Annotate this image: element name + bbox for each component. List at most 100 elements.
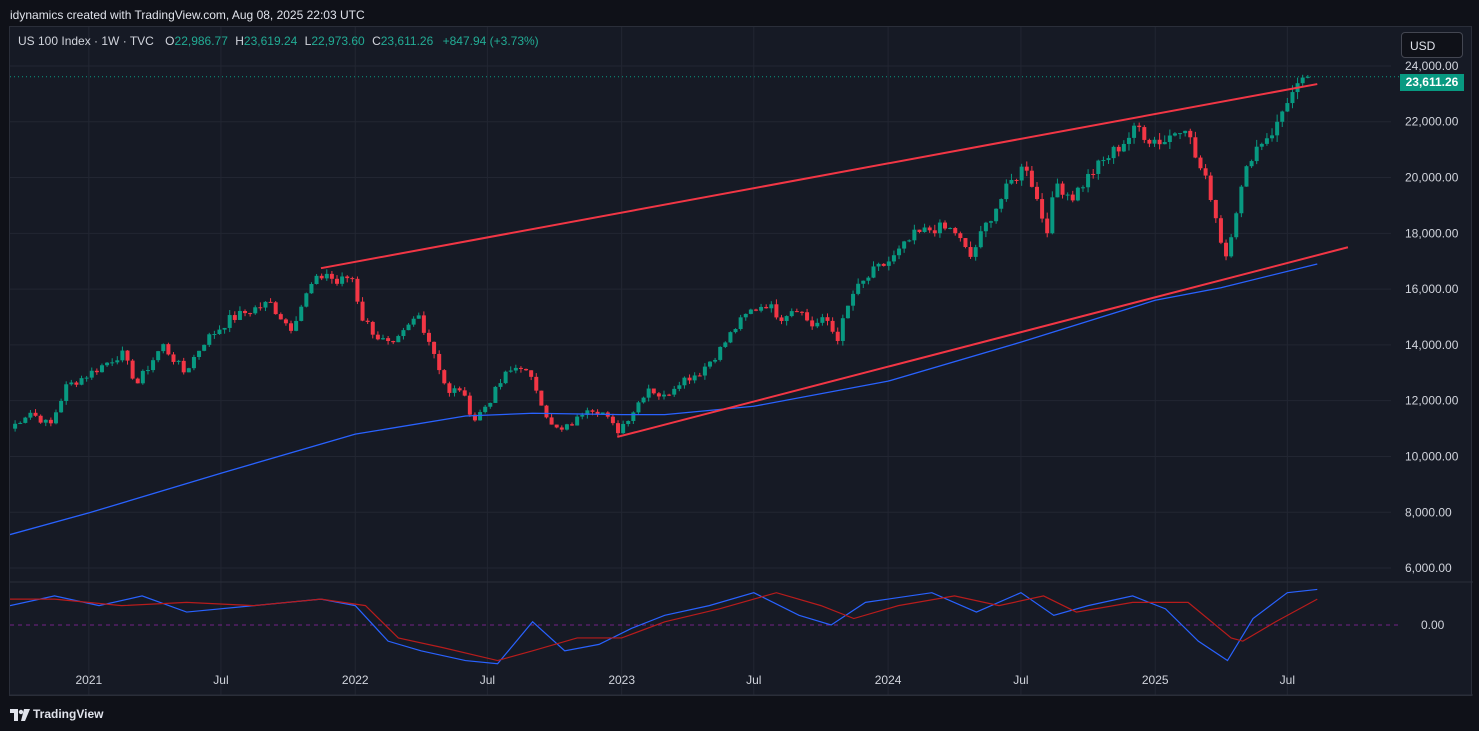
candle-body bbox=[886, 261, 891, 266]
candle-body bbox=[774, 304, 779, 318]
candle-body bbox=[524, 368, 529, 371]
candle-body bbox=[421, 315, 426, 333]
candle-body bbox=[110, 362, 115, 364]
candle-body bbox=[779, 317, 784, 321]
candle-body bbox=[799, 311, 804, 313]
candle-body bbox=[335, 278, 340, 284]
currency-button[interactable]: USD bbox=[1401, 32, 1463, 58]
candle-body bbox=[845, 305, 850, 319]
candle-body bbox=[595, 411, 600, 415]
candle-body bbox=[105, 362, 110, 366]
candle-body bbox=[539, 390, 544, 406]
candle-body bbox=[810, 320, 815, 327]
candle-body bbox=[437, 353, 442, 371]
brand-name[interactable]: TradingView bbox=[33, 707, 104, 721]
candle-body bbox=[38, 415, 43, 423]
candle-body bbox=[1270, 135, 1275, 139]
candle-body bbox=[89, 370, 94, 378]
candle-body bbox=[677, 385, 682, 389]
candle-body bbox=[1116, 146, 1121, 152]
candle-body bbox=[575, 416, 580, 426]
candle-body bbox=[656, 393, 661, 397]
candle-body bbox=[805, 312, 810, 321]
candle-body bbox=[1224, 242, 1229, 257]
candle-body bbox=[948, 228, 953, 230]
candle-body bbox=[753, 309, 758, 311]
candle-body bbox=[943, 222, 948, 229]
candle-body bbox=[718, 346, 723, 360]
candle-body bbox=[1091, 173, 1096, 175]
candle-body bbox=[365, 320, 370, 322]
candle-body bbox=[462, 390, 467, 396]
candle-body bbox=[1172, 133, 1177, 136]
candle-body bbox=[1137, 125, 1142, 128]
candle-body bbox=[212, 334, 217, 336]
open-value: 22,986.77 bbox=[174, 34, 228, 48]
candle-body bbox=[646, 388, 651, 398]
upper-trendline bbox=[320, 83, 1318, 270]
candle-body bbox=[1178, 133, 1183, 135]
candle-body bbox=[610, 416, 615, 424]
candle-body bbox=[651, 388, 656, 394]
candle-body bbox=[1193, 137, 1198, 158]
candle-body bbox=[1162, 142, 1167, 145]
candle-body bbox=[43, 419, 48, 423]
candle-body bbox=[483, 406, 488, 413]
candle-body bbox=[1080, 187, 1085, 189]
candle-body bbox=[503, 371, 508, 384]
candle-body bbox=[171, 354, 176, 362]
candle-body bbox=[283, 319, 288, 324]
snapshot-caption: idynamics created with TradingView.com, … bbox=[10, 8, 365, 22]
candle-body bbox=[396, 336, 401, 343]
candle-body bbox=[544, 405, 549, 418]
candle-body bbox=[478, 412, 483, 421]
candle-body bbox=[488, 402, 493, 407]
candle-body bbox=[1152, 139, 1157, 144]
candle-body bbox=[641, 397, 646, 403]
candle-body bbox=[217, 329, 222, 335]
candle-body bbox=[375, 334, 380, 340]
candle-body bbox=[401, 330, 406, 337]
candle-body bbox=[508, 370, 513, 372]
candle-body bbox=[467, 395, 472, 415]
candle-body bbox=[866, 277, 871, 281]
high-value: 23,619.24 bbox=[243, 34, 298, 48]
tradingview-logo-icon[interactable] bbox=[10, 709, 32, 721]
candle-body bbox=[1275, 121, 1280, 136]
candle-body bbox=[289, 323, 294, 331]
candle-body bbox=[1188, 130, 1193, 138]
candle-body bbox=[1034, 186, 1039, 200]
price-axis-label: 22,000.00 bbox=[1405, 115, 1459, 129]
candle-body bbox=[1101, 160, 1106, 162]
last-price-tag: 23,611.26 bbox=[1400, 74, 1464, 91]
candle-body bbox=[621, 423, 626, 434]
candle-body bbox=[350, 278, 355, 280]
candle-body bbox=[94, 370, 99, 373]
candle-body bbox=[851, 293, 856, 306]
candle-body bbox=[432, 341, 437, 354]
price-axis-label: 18,000.00 bbox=[1405, 226, 1459, 240]
candle-body bbox=[227, 315, 232, 328]
candle-body bbox=[917, 229, 922, 233]
candle-body bbox=[999, 199, 1004, 209]
candle-body bbox=[1305, 76, 1310, 78]
price-chart[interactable]: 24,000.00 22,000.00 20,000.00 18,000.00 16,0… bbox=[10, 27, 1473, 697]
candle-body bbox=[662, 394, 667, 397]
candle-body bbox=[176, 360, 181, 362]
candle-body bbox=[314, 275, 319, 284]
candle-body bbox=[309, 283, 314, 294]
candle-body bbox=[197, 350, 202, 358]
candle-body bbox=[667, 394, 672, 396]
candle-body bbox=[1218, 218, 1223, 243]
symbol-title[interactable]: US 100 Index · 1W · TVC bbox=[18, 34, 154, 48]
price-axis-label: 10,000.00 bbox=[1405, 449, 1459, 463]
candle-body bbox=[738, 317, 743, 330]
chart-pane[interactable]: 24,000.00 22,000.00 20,000.00 18,000.00 16,0… bbox=[9, 26, 1473, 697]
candle-body bbox=[897, 248, 902, 256]
candle-body bbox=[794, 311, 799, 313]
candle-body bbox=[345, 276, 350, 279]
candle-body bbox=[258, 307, 263, 309]
candle-body bbox=[554, 424, 559, 428]
candle-body bbox=[253, 307, 258, 314]
candle-body bbox=[237, 310, 242, 320]
